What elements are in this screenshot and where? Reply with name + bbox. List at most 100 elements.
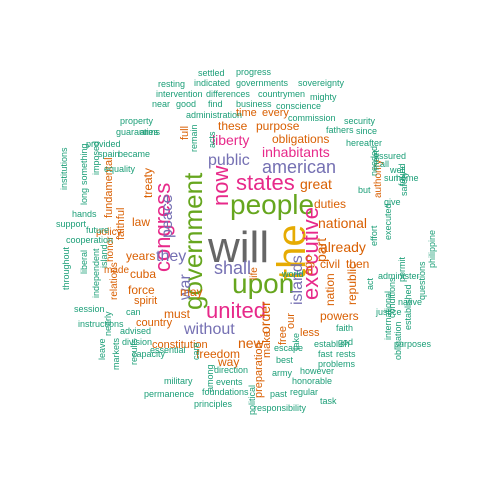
word-must: must: [164, 307, 191, 321]
word-equality: equality: [104, 164, 136, 174]
word-imposed: imposed: [91, 140, 101, 175]
word-escape: escape: [274, 343, 304, 353]
word-remain: remain: [189, 124, 199, 152]
word-faith: faith: [336, 323, 354, 333]
word-freedom: freedom: [196, 347, 241, 361]
word-progress: progress: [236, 67, 272, 77]
word-foundations: foundations: [202, 387, 249, 397]
word-then: then: [346, 257, 370, 271]
word-liberty: liberty: [212, 132, 250, 148]
word-treaty: treaty: [141, 167, 155, 198]
word-already: already: [320, 239, 366, 255]
word-states: states: [236, 170, 295, 195]
word-responsibility: responsibility: [254, 403, 307, 413]
word-obligations: obligations: [272, 132, 330, 146]
word-business: business: [236, 99, 272, 109]
word-sum: sum: [384, 173, 402, 183]
word-resting: resting: [158, 79, 186, 89]
word-established: established: [403, 284, 413, 330]
word-will: will: [208, 223, 270, 272]
word-governments: governments: [236, 78, 289, 88]
word-executed: executed: [383, 203, 393, 240]
word-but: but: [358, 185, 371, 195]
word-all: all: [380, 159, 390, 169]
word-united: united: [206, 298, 266, 323]
word-rests: rests: [336, 349, 356, 359]
word-indicated: indicated: [194, 78, 231, 88]
word-good: good: [176, 99, 197, 109]
word-session: session: [74, 304, 105, 314]
word-life: life: [249, 267, 260, 280]
word-island: island: [99, 244, 109, 268]
word-past: past: [270, 389, 288, 399]
word-instructions: instructions: [78, 319, 124, 329]
word-country: country: [136, 317, 173, 329]
word-duties: duties: [314, 197, 347, 211]
word-regular: regular: [290, 387, 319, 397]
word-home: home: [396, 173, 419, 183]
word-permanence: permanence: [144, 389, 195, 399]
word-intervention: intervention: [156, 89, 203, 99]
word-arms: arms: [140, 127, 160, 137]
word-essential: essential: [150, 345, 186, 355]
word-world: world: [282, 269, 304, 279]
word-american: american: [262, 157, 337, 177]
word-peace: peace: [159, 194, 176, 238]
word-public: public: [208, 152, 250, 169]
word-nearly: nearly: [103, 311, 113, 336]
word-people: people: [230, 189, 315, 220]
word-upon: upon: [232, 268, 295, 299]
word-cuba: cuba: [130, 267, 157, 281]
word-administration: administration: [186, 110, 243, 120]
word-guaranties: guaranties: [116, 127, 159, 137]
word-give: give: [384, 197, 401, 207]
word-civil: civil: [320, 257, 340, 271]
word-god: god: [338, 337, 354, 347]
word-purposes: purposes: [394, 339, 432, 349]
word-institutions: institutions: [59, 147, 69, 190]
word-provided: provided: [86, 139, 121, 149]
word-throughout: throughout: [61, 246, 71, 290]
word-made: made: [104, 265, 130, 276]
word-philippine: philippine: [427, 229, 437, 268]
word-time: time: [236, 107, 257, 119]
word-acts: acts: [207, 131, 217, 148]
word-way: way: [218, 355, 240, 369]
word-events: events: [216, 377, 243, 387]
word-leave: leave: [97, 338, 107, 360]
word-mighty: mighty: [310, 92, 337, 102]
word-now: now: [208, 165, 233, 206]
word-without: without: [184, 321, 235, 338]
word-task: task: [320, 396, 337, 406]
word-liberal: liberal: [79, 249, 89, 274]
word-every: every: [262, 107, 289, 119]
word-inhabitants: inhabitants: [262, 144, 330, 160]
word-sovereignty: sovereignty: [298, 78, 345, 88]
word-property: property: [120, 116, 154, 126]
word-shall: shall: [214, 258, 252, 278]
word-these: these: [218, 119, 248, 133]
word-nation: nation: [323, 273, 337, 306]
word-fathers: fathers: [326, 125, 354, 135]
word-international: international: [383, 290, 393, 340]
word-can: can: [126, 307, 141, 317]
word-force: force: [128, 283, 155, 297]
word-cooperation: cooperation: [66, 235, 114, 245]
word-advised: advised: [120, 326, 152, 336]
word-something: something: [79, 143, 89, 185]
word-became: became: [118, 149, 151, 159]
word-settled: settled: [198, 68, 225, 78]
word-native: native: [398, 297, 423, 307]
word-great: great: [300, 176, 332, 192]
word-military: military: [164, 376, 193, 386]
word-spirit: spirit: [134, 295, 158, 307]
word-principles: principles: [194, 399, 233, 409]
word-differences: differences: [206, 89, 250, 99]
word-problems: problems: [318, 359, 356, 369]
word-assured: assured: [374, 151, 407, 161]
word-well: well: [390, 165, 406, 175]
word-administer: administer: [378, 271, 420, 281]
word-commission: commission: [288, 113, 336, 123]
word-countrymen: countrymen: [258, 89, 306, 99]
word-fast: fast: [318, 349, 333, 359]
